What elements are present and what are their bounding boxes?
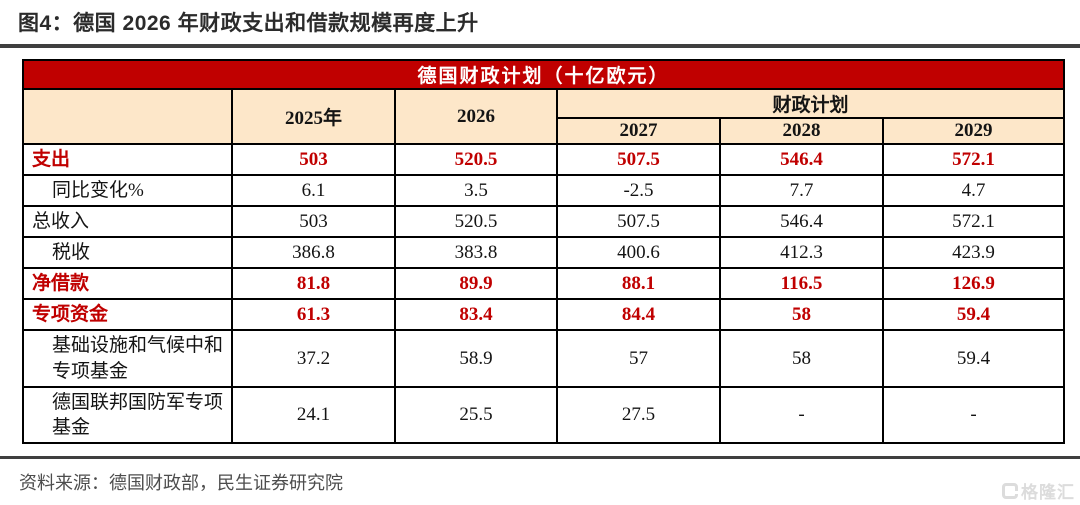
title-divider	[0, 44, 1080, 48]
cell-value: 88.1	[556, 267, 721, 301]
col-header-2027: 2027	[556, 117, 721, 145]
col-header-2028: 2028	[719, 117, 884, 145]
row-label: 支出	[22, 142, 233, 177]
col-header-2029: 2029	[881, 117, 1066, 145]
cell-value: 57	[556, 329, 721, 388]
column-subheader-row: 2027 2028 2029	[23, 117, 1066, 145]
fiscal-plan-table: 德国财政计划（十亿欧元） 2025年 2026 财政计划 2027 2028 2…	[21, 59, 1066, 444]
corner-cell	[22, 88, 233, 145]
col-group-header: 财政计划	[555, 88, 1066, 119]
row-label: 总收入	[22, 205, 233, 239]
cell-value: 84.4	[556, 298, 721, 332]
cell-value: 6.1	[231, 174, 396, 208]
cell-value: 412.3	[719, 236, 884, 270]
cell-value: 546.4	[719, 205, 884, 239]
gelonghui-logo: 格隆汇	[1002, 478, 1075, 503]
table-title-row: 德国财政计划（十亿欧元）	[21, 59, 1066, 90]
source-note: 资料来源：德国财政部，民生证券研究院	[19, 473, 343, 493]
cell-value: 572.1	[881, 142, 1066, 177]
cell-value: 507.5	[556, 205, 721, 239]
footer-divider	[0, 456, 1080, 459]
cell-value: 61.3	[231, 298, 396, 332]
cell-value: 400.6	[556, 236, 721, 270]
table-row: 净借款 81.8 89.9 88.1 116.5 126.9	[22, 267, 1066, 301]
row-label: 税收	[22, 236, 233, 270]
col-header-2026: 2026	[394, 88, 558, 145]
cell-value: 116.5	[719, 267, 884, 301]
cell-value: 383.8	[394, 236, 558, 270]
cell-value: 59.4	[881, 298, 1066, 332]
cell-value: 423.9	[881, 236, 1066, 270]
row-label: 基础设施和气候中和专项基金	[22, 329, 233, 388]
cell-value: 58	[719, 298, 884, 332]
cell-value: 520.5	[394, 142, 558, 177]
cell-value: 507.5	[556, 142, 721, 177]
row-label: 德国联邦国防军专项基金	[22, 385, 233, 444]
cell-value: 58	[719, 329, 884, 388]
cell-value: 572.1	[881, 205, 1066, 239]
figure-title: 图4：德国 2026 年财政支出和借款规模再度上升	[18, 12, 479, 35]
cell-value: 4.7	[881, 174, 1066, 208]
cell-value: 58.9	[394, 329, 558, 388]
gelonghui-g-icon	[1002, 482, 1018, 499]
cell-value: 81.8	[231, 267, 396, 301]
cell-value: 546.4	[719, 142, 884, 177]
table-row: 税收 386.8 383.8 400.6 412.3 423.9	[22, 236, 1066, 270]
row-label: 净借款	[22, 267, 233, 301]
row-label: 同比变化%	[22, 174, 233, 208]
cell-value: 24.1	[231, 385, 396, 444]
cell-value: 89.9	[394, 267, 558, 301]
cell-value: 520.5	[394, 205, 558, 239]
table-row: 支出 503 520.5 507.5 546.4 572.1	[22, 142, 1066, 177]
table-row: 专项资金 61.3 83.4 84.4 58 59.4	[22, 298, 1066, 332]
cell-value: 83.4	[394, 298, 558, 332]
cell-value: 37.2	[231, 329, 396, 388]
cell-value: 503	[231, 205, 396, 239]
table-title: 德国财政计划（十亿欧元）	[21, 59, 1066, 90]
table-row: 同比变化% 6.1 3.5 -2.5 7.7 4.7	[22, 174, 1066, 208]
cell-value: 386.8	[231, 236, 396, 270]
table-row: 德国联邦国防军专项基金 24.1 25.5 27.5- -	[22, 385, 1066, 444]
table-row: 基础设施和气候中和专项基金 37.2 58.9 57 58 59.4	[22, 329, 1066, 388]
cell-value: 126.9	[881, 267, 1066, 301]
cell-value: -	[719, 385, 884, 444]
cell-value: 25.5	[394, 385, 558, 444]
cell-value: 3.5	[394, 174, 558, 208]
column-header-row: 2025年 2026 财政计划	[22, 88, 1066, 145]
col-header-2025: 2025年	[231, 88, 396, 145]
cell-value: 27.5	[556, 385, 721, 444]
cell-value: -2.5	[556, 174, 721, 208]
cell-value: 7.7	[719, 174, 884, 208]
gelonghui-logo-text: 格隆汇	[1021, 483, 1075, 502]
cell-value: 503	[231, 142, 396, 177]
row-label: 专项资金	[22, 298, 233, 332]
table-row: 总收入 503 520.5 507.5 546.4 572.1	[22, 205, 1066, 239]
cell-value: -	[881, 385, 1066, 444]
cell-value: 59.4	[881, 329, 1066, 388]
